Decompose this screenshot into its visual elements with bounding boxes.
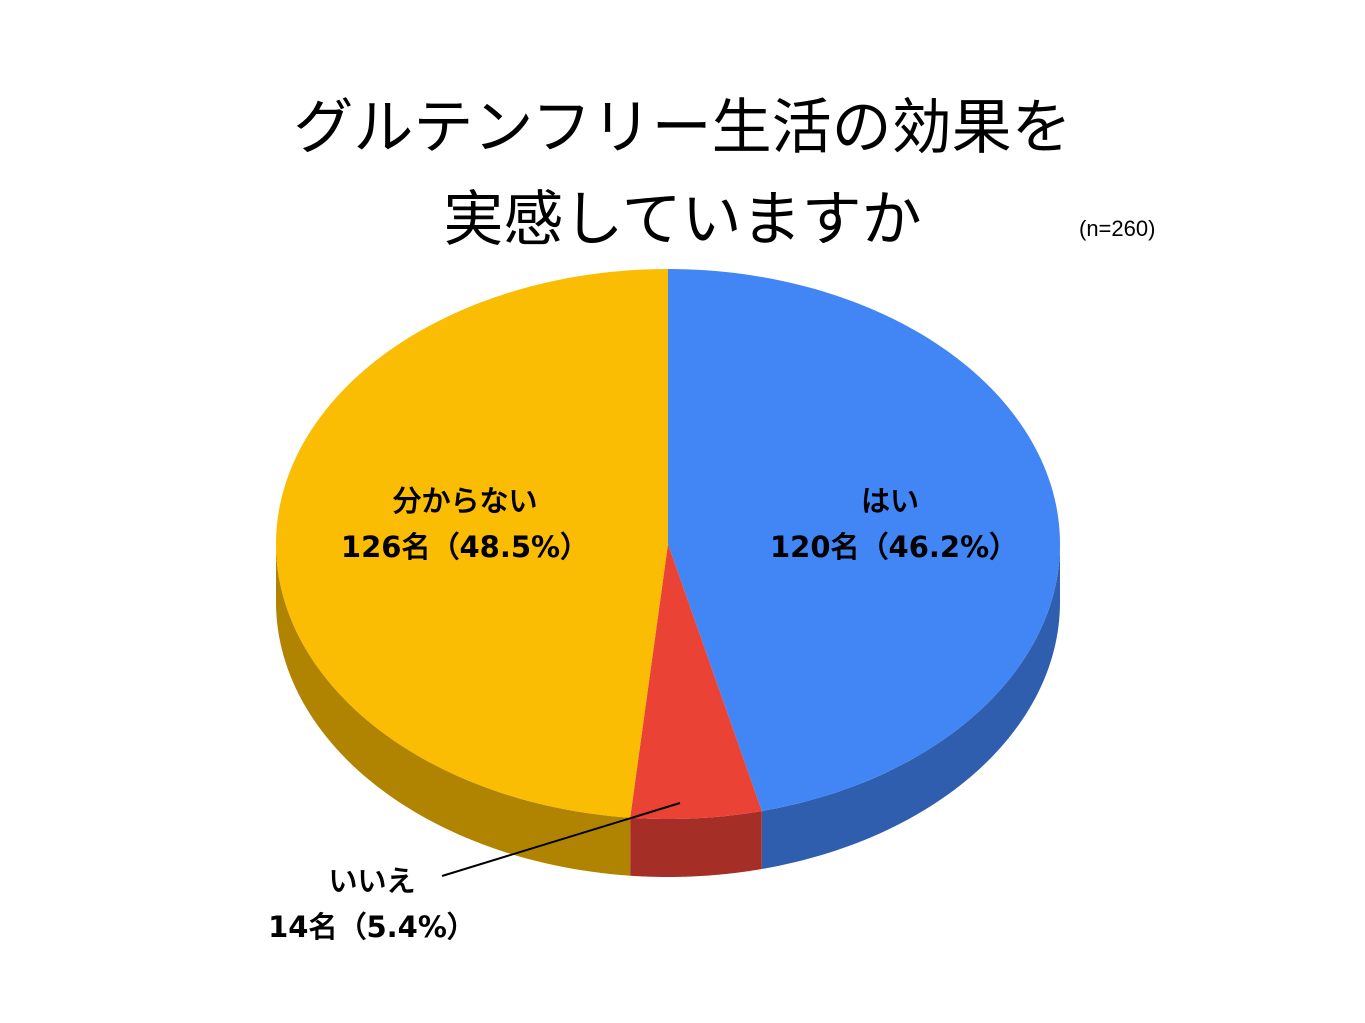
- sample-size-note: (n=260): [1079, 216, 1156, 241]
- slice-label-yes-name: はい: [860, 484, 919, 518]
- slice-label-yes: はい 120名（46.2%）: [770, 478, 1019, 570]
- chart-title-line-1: グルテンフリー生活の効果を: [293, 93, 1072, 163]
- slice-label-no: いいえ 14名（5.4%）: [262, 858, 482, 950]
- pie-slice-unknown: [276, 269, 668, 818]
- chart-title: グルテンフリー生活の効果を 実感していますか: [0, 82, 1365, 266]
- slice-label-unknown-value: 126名（48.5%）: [340, 530, 590, 564]
- slice-label-no-value: 14名（5.4%）: [268, 910, 476, 944]
- slice-label-no-name: いいえ: [328, 864, 416, 898]
- chart-title-line-2: 実感していますか: [443, 185, 922, 255]
- pie-slice-no: [630, 544, 762, 819]
- pie-slice-yes: [668, 269, 1060, 812]
- slice-label-yes-value: 120名（46.2%）: [770, 530, 1019, 564]
- pie-side-unknown: [276, 544, 631, 876]
- pie-side-no: [630, 811, 762, 877]
- slice-label-unknown: 分からない 126名（48.5%）: [330, 478, 600, 570]
- slice-label-unknown-name: 分からない: [392, 484, 538, 518]
- leader-line-no: [441, 802, 681, 877]
- pie-side-yes: [761, 544, 1060, 870]
